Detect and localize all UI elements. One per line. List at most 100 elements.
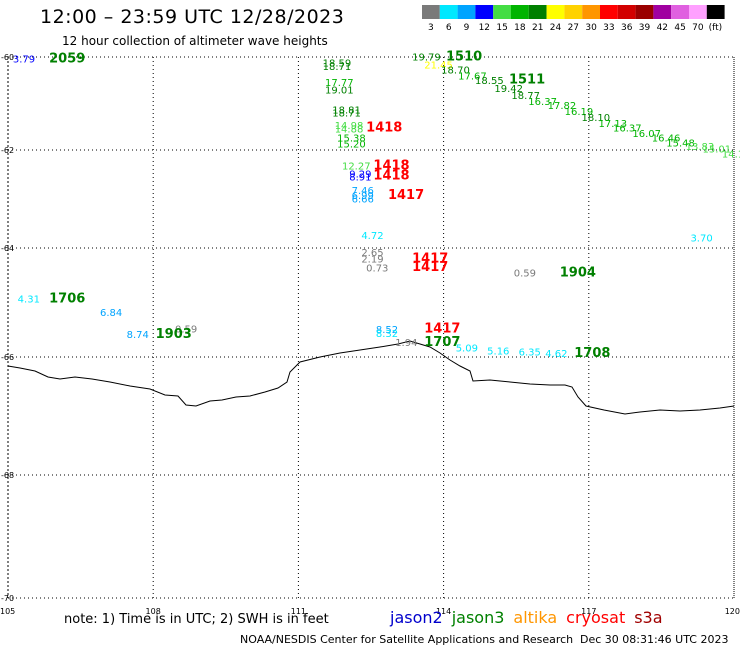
- lat-tick-label: -64: [1, 244, 14, 253]
- color-bin-8: [564, 5, 583, 19]
- wave-height-label: 18.71: [332, 109, 361, 120]
- wave-height-label: 6.66: [352, 194, 374, 205]
- color-bin-label: 70: [692, 23, 704, 33]
- wave-height-label: 18.70: [441, 65, 470, 76]
- lon-tick-label: 108: [146, 607, 161, 616]
- map-frame: [7, 56, 735, 599]
- time-label: 1418: [373, 159, 409, 174]
- wave-height-label: 8.32: [376, 329, 398, 340]
- satellite-altika: altika: [513, 608, 558, 627]
- wave-height-label: 18.59: [323, 58, 352, 69]
- color-bin-label: 3: [428, 23, 434, 33]
- wave-height-label: 16.37: [613, 123, 642, 134]
- wave-height-label: 15.48: [666, 139, 695, 150]
- satellite-legend: jason2 jason3 altika cryosat s3a: [390, 608, 672, 627]
- time-label: 1417: [388, 188, 424, 203]
- wave-height-label: 4.31: [18, 295, 40, 306]
- time-label: 1418: [373, 168, 409, 183]
- satellite-s3a: s3a: [634, 608, 663, 627]
- wave-height-label: 14.98: [335, 121, 364, 132]
- time-label: 1417: [412, 260, 448, 275]
- wave-height-label: 17.13: [598, 119, 627, 130]
- time-label: 1708: [574, 346, 610, 361]
- wave-height-label: 21.45: [424, 61, 453, 72]
- credit-line: NOAA/NESDIS Center for Satellite Applica…: [240, 633, 574, 646]
- lat-tick-label: -62: [1, 146, 14, 155]
- lon-tick-label: 120: [725, 607, 740, 616]
- wave-height-label: 16.37: [528, 97, 557, 108]
- wave-height-label: 8.52: [376, 325, 398, 336]
- wave-height-label: 1.94: [395, 338, 417, 349]
- wave-height-label: 19.01: [325, 85, 354, 96]
- time-label: 1706: [49, 292, 85, 307]
- wave-height-label: 15.38: [337, 134, 366, 145]
- wave-height-label: 18.77: [511, 91, 540, 102]
- lat-tick-label: -60: [1, 53, 14, 62]
- color-bin-3: [475, 5, 494, 19]
- wave-height-label: 19.79: [412, 53, 441, 64]
- wave-height-label: 17.77: [325, 78, 354, 89]
- wave-height-label: 6.99: [352, 191, 374, 202]
- time-label: 1707: [424, 335, 460, 350]
- wave-height-label: 3.70: [690, 234, 712, 245]
- color-bin-2: [457, 5, 476, 19]
- color-bin-0: [422, 5, 440, 19]
- color-bin-5: [511, 5, 529, 19]
- time-label: 1418: [366, 120, 402, 135]
- wave-height-label: 8.74: [127, 330, 149, 341]
- color-bin-label: 18: [514, 23, 526, 33]
- color-bin-label: 42: [657, 23, 668, 33]
- time-label: 2059: [49, 52, 85, 67]
- color-bin-label: 36: [621, 23, 633, 33]
- wave-height-label: 2.19: [361, 255, 383, 266]
- wave-height-label: 18.10: [582, 113, 611, 124]
- lat-lon-grid: [7, 56, 735, 599]
- time-label: 1904: [560, 265, 596, 280]
- color-bin-label: 21: [532, 23, 543, 33]
- wave-height-label: 6.35: [519, 347, 541, 358]
- time-label: 1510: [446, 49, 482, 64]
- lat-tick-label: -66: [1, 353, 14, 362]
- wave-height-label: 12.27: [342, 162, 371, 173]
- wave-height-label: 15.01: [703, 144, 732, 155]
- color-bin-1: [439, 5, 458, 19]
- wave-height-label: 18.71: [323, 62, 352, 73]
- wave-height-label: 5.09: [456, 344, 478, 355]
- color-bin-label: 27: [568, 23, 579, 33]
- color-bin-label: 39: [639, 23, 651, 33]
- color-bin-4: [493, 5, 511, 19]
- axis-tick-labels: 105 108 111 114 117 120 -60 -62 -64 -66 -68 -70: [0, 53, 740, 616]
- color-bin-label: 30: [585, 23, 597, 33]
- color-bin-label: 12: [479, 23, 490, 33]
- wave-height-label: 6.84: [100, 308, 122, 319]
- coastline: [7, 340, 735, 415]
- wave-height-label: 3.79: [13, 55, 35, 66]
- time-label: 1903: [156, 327, 192, 342]
- lon-tick-label: 114: [436, 607, 451, 616]
- wave-height-label: 4.72: [361, 231, 383, 242]
- time-label: 1417: [412, 252, 448, 267]
- color-bin-11: [617, 5, 636, 19]
- wave-height-label: 16.46: [652, 134, 681, 145]
- wave-height-label: 18.55: [475, 76, 504, 87]
- color-scale-legend: 3 6 9 12 15 18 21 24 27 30 33 36 39 42 45 70 (ft): [422, 5, 725, 33]
- color-bin-14: [671, 5, 689, 19]
- wave-height-label: 4.62: [545, 349, 567, 360]
- wave-height-label: 15.20: [337, 140, 366, 151]
- lat-tick-label: -70: [1, 594, 14, 603]
- color-bin-label: 45: [674, 23, 685, 33]
- wave-height-label: 0.59: [175, 324, 197, 335]
- lon-tick-label: 117: [581, 607, 596, 616]
- time-label: 1417: [424, 321, 460, 336]
- wave-height-label: 19.42: [494, 84, 523, 95]
- wave-height-label: 9.29: [349, 169, 371, 180]
- wave-height-label: 5.16: [487, 346, 509, 357]
- map-title: 12:00 – 23:59 UTC 12/28/2023: [40, 6, 345, 28]
- wave-height-label: 14.1: [722, 149, 740, 160]
- map-subtitle: 12 hour collection of altimeter wave hei…: [62, 34, 328, 48]
- color-unit-label: (ft): [709, 23, 723, 33]
- wave-height-label: 17.82: [548, 101, 577, 112]
- color-bin-label: 24: [550, 23, 562, 33]
- color-bin-13: [653, 5, 672, 19]
